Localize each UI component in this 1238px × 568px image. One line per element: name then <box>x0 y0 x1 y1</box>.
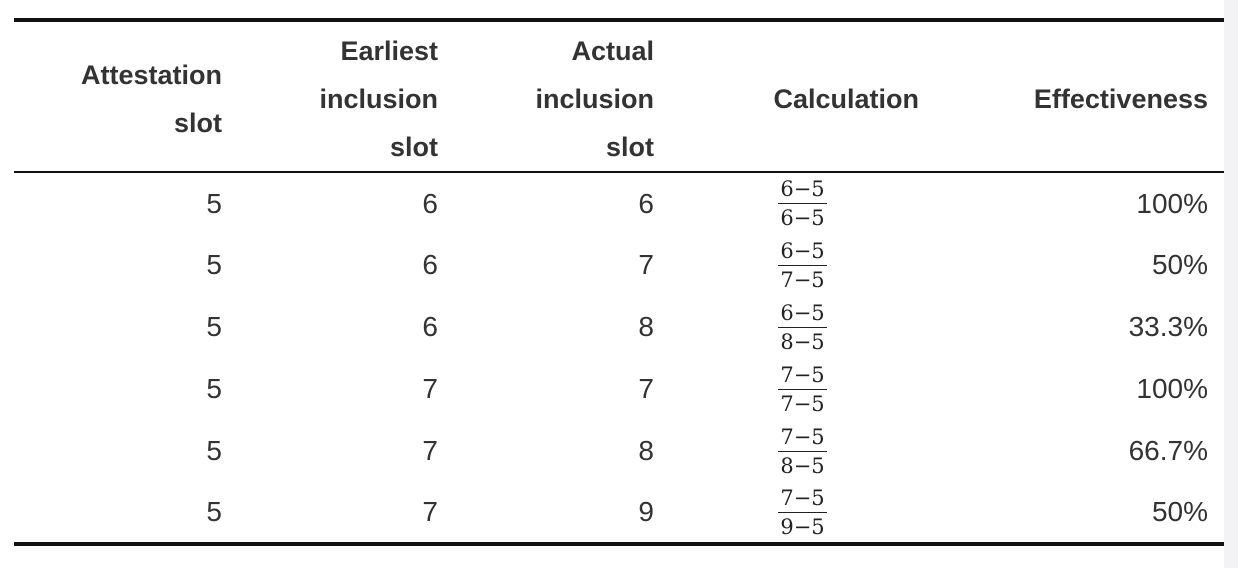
header-row: Attestation slot Earliest inclusion slot… <box>14 20 1224 172</box>
header-earliest-inclusion-slot: Earliest inclusion slot <box>238 20 454 172</box>
cell-earliest-inclusion-slot: 7 <box>422 496 438 527</box>
cell-effectiveness: 100% <box>1136 373 1208 404</box>
cell-attestation-slot: 5 <box>206 249 222 280</box>
cell-actual-inclusion-slot: 8 <box>638 311 654 342</box>
header-line: Calculation <box>773 84 919 114</box>
header-line: slot <box>389 132 438 162</box>
cell-effectiveness: 50% <box>1151 249 1208 280</box>
header-line: inclusion <box>535 84 654 114</box>
fraction-numerator: 6−5 <box>778 301 827 328</box>
table-row: 5 7 7 7−5 7−5 100% <box>14 358 1224 420</box>
fraction-denominator: 8−5 <box>780 453 825 478</box>
cell-earliest-inclusion-slot: 7 <box>422 435 438 466</box>
header-attestation-slot: Attestation slot <box>14 20 238 172</box>
fraction-numerator: 7−5 <box>778 425 827 452</box>
fraction: 6−5 6−5 <box>778 177 827 230</box>
fraction-numerator: 7−5 <box>778 486 827 513</box>
cell-attestation-slot: 5 <box>206 373 222 404</box>
header-line: slot <box>173 108 222 138</box>
header-line: Earliest <box>340 36 438 66</box>
cell-effectiveness: 100% <box>1136 187 1208 219</box>
table-body: 5 6 6 6−5 6−5 100% 5 6 7 6−5 7 <box>14 172 1224 544</box>
cell-calculation: 6−5 8−5 <box>670 296 935 358</box>
fraction-numerator: 7−5 <box>778 363 827 390</box>
cell-calculation: 7−5 8−5 <box>670 420 935 482</box>
table-row: 5 6 7 6−5 7−5 50% <box>14 234 1224 296</box>
cell-earliest-inclusion-slot: 6 <box>422 311 438 342</box>
fraction-denominator: 6−5 <box>780 206 825 230</box>
fraction-numerator: 6−5 <box>778 177 827 204</box>
header-effectiveness: Effectiveness <box>935 20 1224 172</box>
cell-earliest-inclusion-slot: 6 <box>422 187 438 219</box>
fraction: 7−5 9−5 <box>778 486 827 539</box>
cell-actual-inclusion-slot: 7 <box>638 373 654 404</box>
header-line: inclusion <box>319 84 438 114</box>
cell-calculation: 7−5 7−5 <box>670 358 935 420</box>
header-actual-inclusion-slot: Actual inclusion slot <box>454 20 670 172</box>
header-line: Attestation <box>81 60 222 90</box>
cell-effectiveness: 33.3% <box>1128 311 1208 342</box>
cell-actual-inclusion-slot: 8 <box>638 435 654 466</box>
scrollbar-track[interactable] <box>1224 0 1238 568</box>
cell-actual-inclusion-slot: 7 <box>638 249 654 280</box>
table-row: 5 7 9 7−5 9−5 50% <box>14 482 1224 544</box>
fraction-denominator: 9−5 <box>780 514 825 539</box>
cell-actual-inclusion-slot: 6 <box>638 187 654 219</box>
header-line: Actual <box>571 36 654 66</box>
header-calculation: Calculation <box>670 20 935 172</box>
cell-calculation: 6−5 7−5 <box>670 234 935 296</box>
cell-attestation-slot: 5 <box>206 435 222 466</box>
effectiveness-table: Attestation slot Earliest inclusion slot… <box>14 18 1224 546</box>
cell-attestation-slot: 5 <box>206 187 222 219</box>
cell-effectiveness: 50% <box>1151 496 1208 527</box>
cell-calculation: 7−5 9−5 <box>670 482 935 544</box>
cell-attestation-slot: 5 <box>206 311 222 342</box>
cell-earliest-inclusion-slot: 7 <box>422 373 438 404</box>
fraction-denominator: 7−5 <box>780 391 825 416</box>
fraction: 6−5 8−5 <box>778 301 827 354</box>
fraction: 7−5 8−5 <box>778 425 827 478</box>
fraction: 6−5 7−5 <box>778 239 827 292</box>
fraction-denominator: 8−5 <box>780 329 825 354</box>
fraction-numerator: 6−5 <box>778 239 827 266</box>
header-line: slot <box>605 132 654 162</box>
fraction-denominator: 7−5 <box>780 267 825 292</box>
table-header: Attestation slot Earliest inclusion slot… <box>14 20 1224 172</box>
cell-attestation-slot: 5 <box>206 496 222 527</box>
header-line: Effectiveness <box>1033 84 1208 114</box>
fraction: 7−5 7−5 <box>778 363 827 416</box>
cell-earliest-inclusion-slot: 6 <box>422 249 438 280</box>
table-row: 5 7 8 7−5 8−5 66.7% <box>14 420 1224 482</box>
table-row: 5 6 8 6−5 8−5 33.3% <box>14 296 1224 358</box>
cell-actual-inclusion-slot: 9 <box>638 496 654 527</box>
table-row: 5 6 6 6−5 6−5 100% <box>14 172 1224 234</box>
cell-calculation: 6−5 6−5 <box>670 172 935 234</box>
cell-effectiveness: 66.7% <box>1128 435 1208 466</box>
